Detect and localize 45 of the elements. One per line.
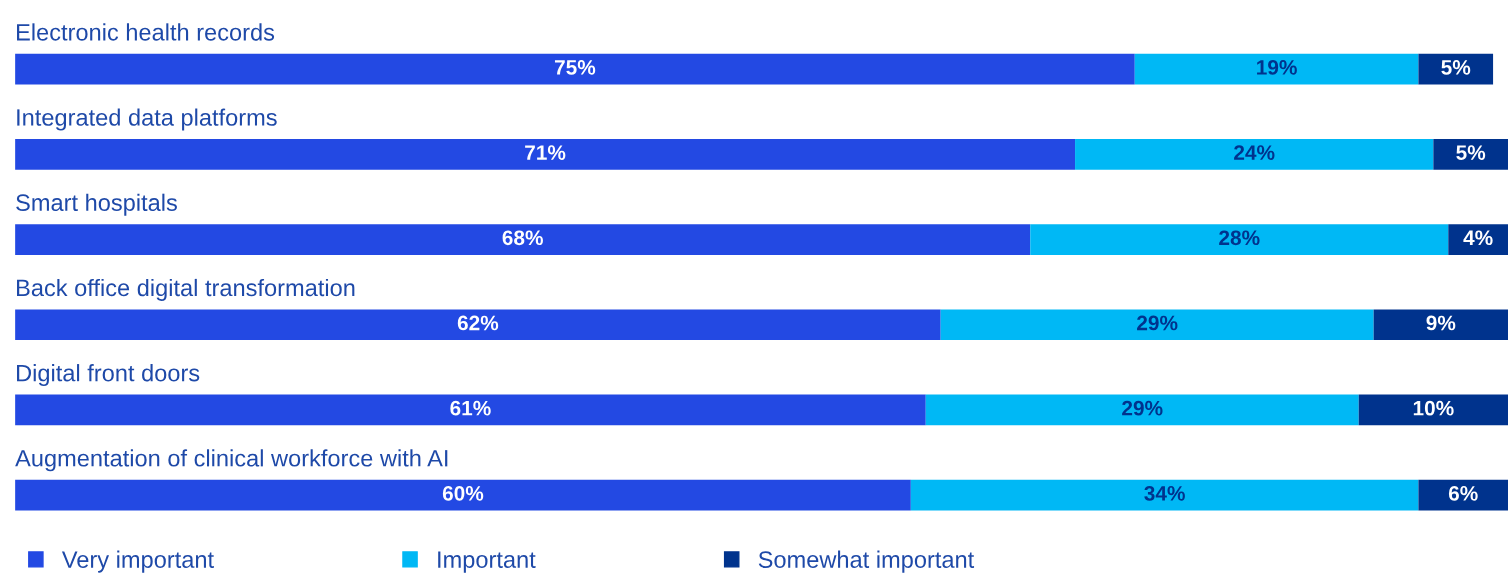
data-label: 5% [1456,145,1486,160]
data-label: 34% [1144,485,1185,501]
data-label: 71% [525,145,566,160]
data-label: 61% [450,400,491,416]
data-label: 9% [1426,315,1456,331]
y-tick-label: Digital front doors [17,364,200,387]
bar [1433,139,1508,170]
y-tick-label: Augmentation of clinical workforce with AI [15,449,448,472]
data-label: 6% [1448,485,1478,501]
bar [1373,309,1508,341]
y-tick-label: Back office digital transformation [17,278,355,301]
bar [15,139,1076,170]
data-label: 60% [442,485,484,501]
bar [15,224,1031,255]
bar [940,309,1374,341]
bar [1030,224,1449,255]
bar [1075,139,1434,170]
data-label: 29% [1137,315,1178,331]
data-label: 10% [1413,400,1454,416]
data-label: 19% [1257,60,1297,75]
y-tick-label: Smart hospitals [16,193,177,216]
legend-label: Somewhat important [758,550,975,573]
bar [1358,394,1508,426]
bar [910,479,1419,511]
legend-label: Very important [61,550,214,573]
data-label: 5% [1441,60,1471,75]
legend-label: Important [438,551,536,573]
y-tick-label: Integrated data platforms [17,108,277,131]
bar [1448,224,1508,255]
data-label: 4% [1463,230,1493,246]
bar [1134,53,1419,85]
bar [925,394,1359,426]
data-label: 62% [457,315,499,331]
data-label: 75% [554,60,596,75]
y-tick-label: Electronic health records [17,23,275,41]
bar [1418,53,1494,85]
bar [1418,479,1508,511]
bar [15,53,1135,85]
bar [15,394,926,426]
data-label: 28% [1219,230,1260,246]
bar [15,309,941,341]
data-label: 29% [1122,400,1163,416]
data-label: 24% [1234,145,1275,160]
data-label: 68% [502,230,543,246]
bar [15,479,911,511]
